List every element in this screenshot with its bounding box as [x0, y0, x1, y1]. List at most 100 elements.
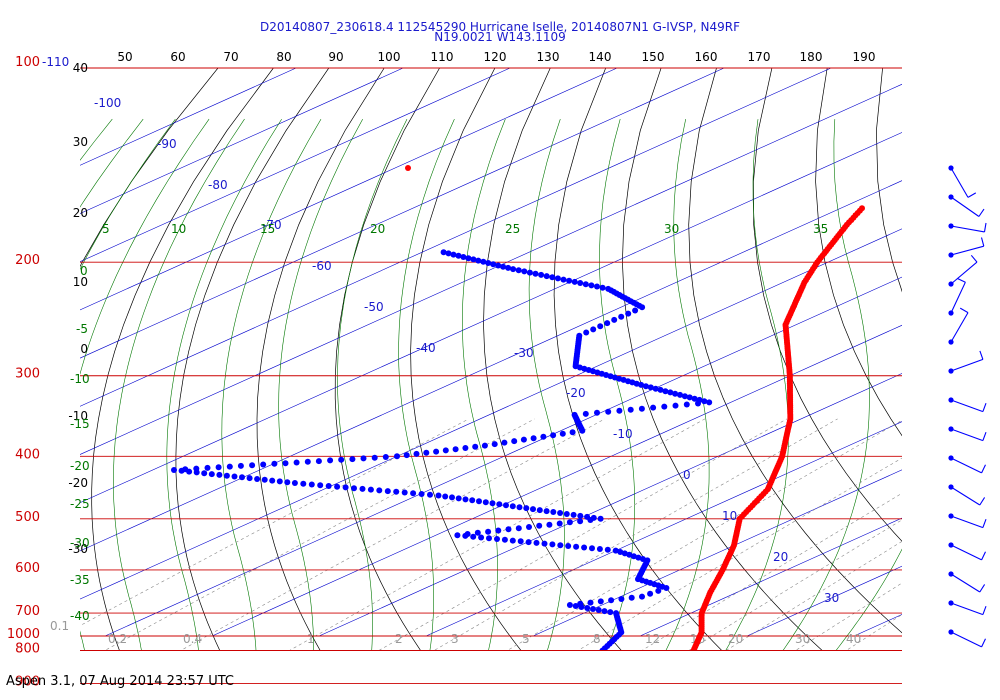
dewpoint-point: [563, 511, 570, 517]
dewpoint-point: [269, 477, 276, 484]
dewpoint-point: [662, 388, 669, 395]
isotherm-line: [425, 421, 902, 637]
isotherm-label: -100: [94, 96, 121, 110]
dewpoint-point: [371, 454, 378, 461]
moist-adiabat-label: 25: [505, 222, 520, 236]
dewpoint-point: [613, 610, 620, 617]
dewpoint-point: [462, 445, 469, 451]
isotherm-line: [80, 83, 902, 455]
pressure-label: 200: [15, 253, 40, 268]
mixing-ratio-line: [578, 457, 902, 650]
theta-top-label: 50: [117, 50, 132, 64]
dewpoint-point: [593, 693, 599, 699]
theta-left-label: 20: [73, 206, 88, 220]
moist-adiabat-label: -10: [70, 372, 90, 386]
wind-barb-column: [948, 165, 987, 648]
isotherm-label: -70: [262, 218, 282, 232]
dewpoint-point: [588, 282, 595, 289]
dewpoint-point: [282, 460, 289, 467]
dewpoint-point: [393, 488, 400, 495]
dewpoint-point: [582, 410, 589, 417]
temperature-point: [641, 693, 647, 699]
wind-barb-flag: [959, 307, 969, 314]
dewpoint-point: [449, 494, 455, 501]
dewpoint-point: [557, 542, 564, 549]
dewpoint-point: [601, 608, 608, 615]
dewpoint-point: [565, 543, 572, 549]
dewpoint-point: [639, 593, 645, 600]
mixing-ratio-line: [642, 492, 902, 650]
dewpoint-point: [644, 557, 651, 564]
dewpoint-point: [612, 547, 619, 554]
dewpoint-point: [590, 655, 596, 661]
mixing-ratio-line: [726, 541, 902, 650]
dewpoint-point: [485, 528, 492, 535]
isotherm-label: -40: [416, 341, 436, 355]
dewpoint-point: [639, 556, 646, 562]
wind-barb-flag: [981, 464, 986, 474]
dry-adiabat-line: [334, 68, 440, 650]
dewpoint-point: [621, 550, 628, 557]
dewpoint-point: [576, 332, 583, 339]
dewpoint-point: [573, 543, 580, 550]
dewpoint-point: [570, 511, 577, 518]
chart-location: N19.0021 W143.1109: [434, 30, 566, 44]
moist-adiabat-label: 15: [260, 222, 275, 236]
dewpoint-point: [442, 447, 449, 454]
isotherm-line: [80, 132, 902, 504]
dewpoint-point: [581, 662, 587, 668]
dewpoint-point: [677, 391, 683, 398]
dewpoint-point: [586, 677, 592, 683]
dewpoint-point: [661, 403, 668, 410]
temperature-point: [642, 691, 648, 697]
wind-barb-flag: [981, 551, 986, 561]
temperature-point: [639, 696, 645, 700]
dewpoint-point: [667, 389, 674, 396]
dewpoint-point: [672, 402, 679, 409]
dewpoint-point: [647, 590, 654, 597]
dewpoint-point: [291, 480, 298, 486]
moist-adiabat-line: [782, 119, 870, 650]
moist-adiabat-label: -35: [70, 573, 90, 587]
temperature-point: [687, 658, 693, 664]
dewpoint-point: [594, 283, 600, 290]
isotherm-label: -80: [208, 178, 228, 192]
dewpoint-point: [628, 594, 635, 601]
dewpoint-point: [546, 521, 553, 528]
dewpoint-point: [474, 529, 481, 536]
dewpoint-point: [475, 257, 482, 264]
dewpoint-point: [338, 456, 345, 463]
dry-adiabat-line: [175, 68, 330, 650]
dewpoint-point: [607, 609, 614, 616]
dewpoint-point: [440, 249, 447, 256]
temperature-point: [652, 686, 658, 692]
pressure-label: 1000: [7, 627, 40, 642]
dewpoint-point: [485, 260, 492, 266]
mixing-ratio-label: 0.1: [50, 619, 69, 633]
dry-adiabat-lines: [80, 68, 902, 650]
mixing-ratio-label: 0.4: [183, 632, 202, 646]
dewpoint-point: [536, 522, 543, 529]
dewpoint-point: [523, 505, 530, 512]
dewpoint-point: [557, 510, 564, 516]
mixing-ratio-line: [289, 418, 706, 650]
dewpoint-point: [587, 599, 594, 606]
isotherm-label: 0: [683, 468, 691, 482]
dewpoint-point: [376, 487, 383, 494]
mixing-ratio-line: [689, 519, 902, 650]
moist-adiabat-label: 0: [80, 264, 88, 278]
dry-adiabat-line: [753, 68, 902, 542]
dewpoint-point: [201, 470, 208, 477]
theta-top-label: 60: [170, 50, 185, 64]
dewpoint-point: [638, 405, 645, 412]
dewpoint-point: [260, 461, 267, 468]
dewpoint-point: [618, 313, 625, 320]
pressure-label: 900: [15, 674, 40, 689]
dewpoint-point: [567, 674, 573, 680]
dewpoint-point: [413, 450, 420, 457]
dry-adiabat-line: [256, 68, 385, 650]
moist-adiabat-label: -25: [70, 497, 90, 511]
moist-adiabat-label: -40: [70, 609, 90, 623]
dewpoint-point: [525, 539, 532, 546]
dewpoint-point: [533, 539, 540, 546]
